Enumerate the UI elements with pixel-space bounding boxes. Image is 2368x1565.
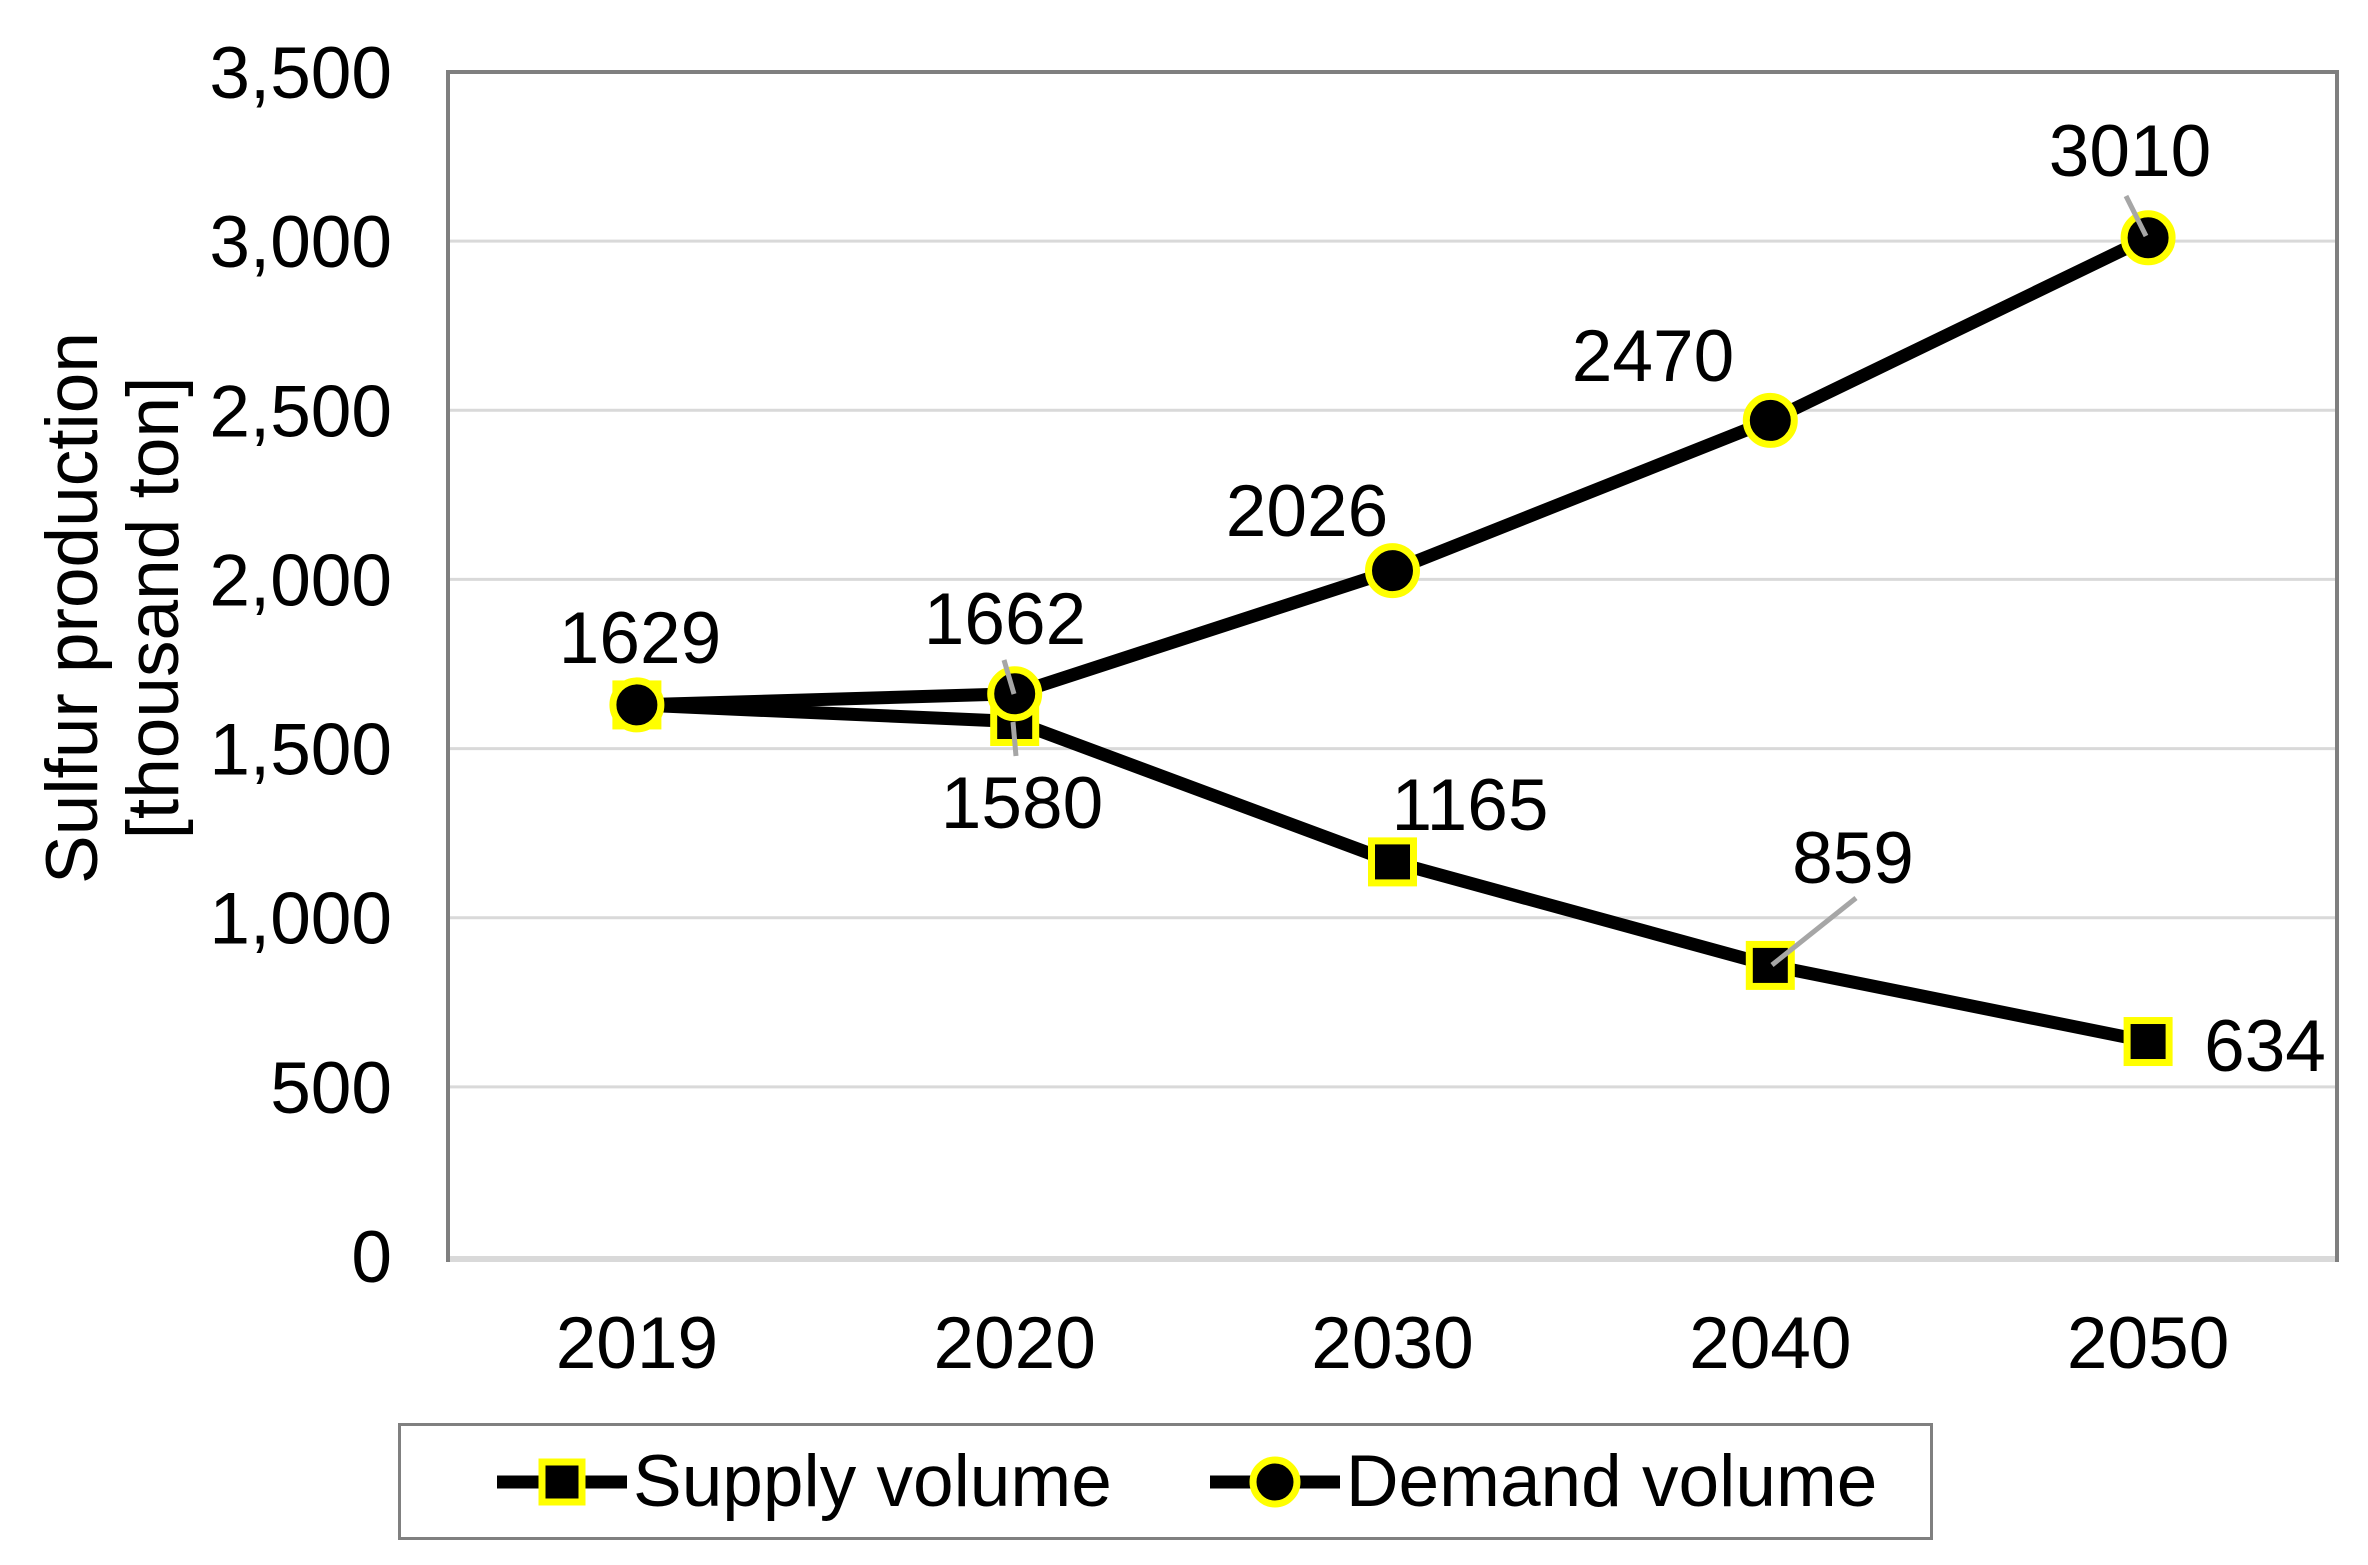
data-label: 859	[1792, 818, 1914, 899]
supply-marker-square-icon	[1368, 837, 1417, 887]
legend-label-demand: Demand volume	[1345, 1441, 1878, 1522]
label-leader-line	[1010, 721, 1019, 757]
y-tick-label: 1,000	[209, 879, 392, 960]
data-label: 1662	[924, 579, 1086, 660]
x-axis-line	[448, 1256, 2337, 1262]
x-tick-label: 2030	[1311, 1303, 1473, 1384]
y-tick-label: 3,500	[209, 33, 392, 114]
y-tick-label: 3,000	[209, 202, 392, 283]
x-tick-label: 2050	[2067, 1303, 2229, 1384]
x-tick-label: 2019	[556, 1303, 718, 1384]
x-tick-label: 2020	[933, 1303, 1095, 1384]
label-leader-line	[1770, 896, 1858, 967]
supply-symbol-square-marker-icon	[538, 1458, 586, 1505]
label-leader-line	[2123, 194, 2149, 238]
supply-marker-square-icon	[1745, 940, 1795, 990]
x-tick-label: 2040	[1689, 1303, 1851, 1384]
y-tick-label: 2,500	[209, 371, 392, 452]
data-label: 1629	[559, 598, 721, 679]
legend-item-supply-volume: Supply volume	[497, 1440, 1112, 1523]
demand-marker-circle-icon	[1742, 392, 1798, 448]
demand-line	[636, 231, 2151, 712]
label-leader-line	[1001, 659, 1017, 695]
demand-marker-circle-icon	[2120, 210, 2176, 266]
data-label: 634	[2204, 1006, 2326, 1087]
data-label: 2026	[1226, 471, 1388, 552]
data-label: 1165	[1392, 765, 1549, 846]
y-tick-label: 1,500	[209, 710, 392, 791]
supply-series-symbol-icon	[497, 1458, 627, 1505]
y-tick-label: 0	[351, 1217, 392, 1298]
legend: Supply volume Demand volume	[398, 1423, 1933, 1540]
demand-symbol-circle-marker-icon	[1249, 1456, 1301, 1507]
legend-item-demand-volume: Demand volume	[1209, 1440, 1878, 1523]
data-label: 1580	[941, 763, 1103, 844]
y-tick-label: 2,000	[209, 540, 392, 621]
data-label: 3010	[2049, 111, 2211, 192]
legend-label-supply: Supply volume	[633, 1441, 1112, 1522]
data-label: 2470	[1572, 316, 1734, 397]
demand-series-symbol-icon	[1209, 1456, 1340, 1507]
demand-marker-circle-icon	[1365, 543, 1420, 599]
demand-marker-circle-icon	[609, 677, 665, 733]
y-tick-label: 500	[270, 1048, 392, 1129]
supply-marker-square-icon	[2123, 1017, 2173, 1067]
